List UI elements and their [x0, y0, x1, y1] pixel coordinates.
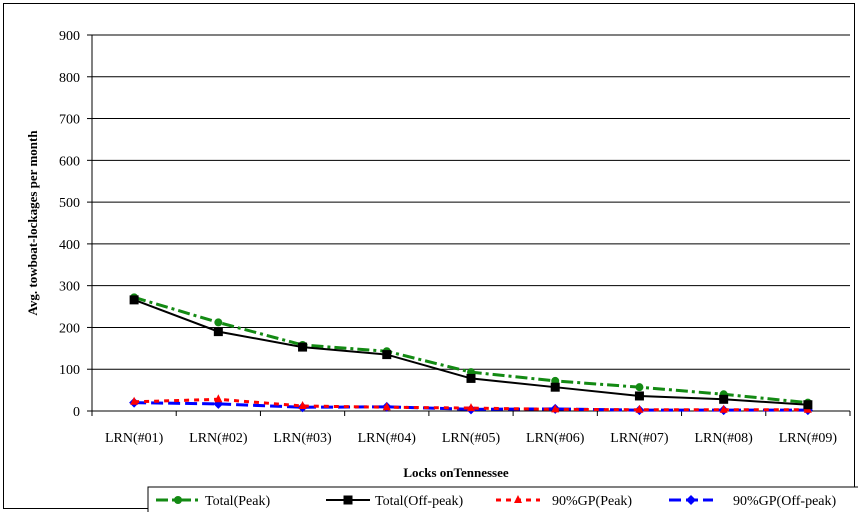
y-tick-label: 500 — [59, 196, 80, 211]
legend: Total(Peak) Total(Off-peak) 90%GP(Peak) 90%… — [147, 486, 858, 512]
y-tick-label: 100 — [59, 363, 80, 378]
series-group — [129, 293, 813, 416]
y-tick-label: 0 — [73, 405, 80, 420]
data-point — [298, 400, 307, 409]
x-tick-label: LRN(#01) — [105, 431, 164, 446]
x-tick-label: LRN(#06) — [526, 431, 585, 446]
y-tick-label: 700 — [59, 113, 80, 128]
data-point — [635, 383, 644, 392]
y-tick-label: 300 — [59, 280, 80, 295]
data-point — [130, 396, 139, 405]
data-point — [214, 394, 223, 403]
x-tick-label: LRN(#07) — [610, 431, 669, 446]
series-total-off-peak- — [129, 295, 813, 410]
legend-label: Total(Off-peak) — [375, 494, 464, 509]
x-tick-label: LRN(#08) — [695, 431, 754, 446]
data-point — [551, 404, 560, 413]
series-line — [134, 397, 808, 412]
legend-swatch-marker — [686, 495, 696, 505]
legend-swatch-marker — [343, 495, 353, 505]
data-point — [634, 391, 644, 401]
series-line — [133, 295, 809, 405]
data-point — [803, 400, 813, 410]
legend-box — [147, 486, 858, 512]
data-point — [298, 342, 308, 352]
y-tick-label: 800 — [59, 71, 80, 86]
legend-swatch-marker — [514, 495, 522, 503]
gridlines — [87, 34, 850, 412]
y-tick-label: 600 — [59, 154, 80, 169]
x-tick-label: LRN(#02) — [189, 431, 248, 446]
x-tick-label: LRN(#04) — [358, 431, 417, 446]
legend-label: 90%GP(Off-peak) — [733, 494, 836, 509]
data-point — [382, 350, 392, 360]
x-axis-title: Locks onTennessee — [403, 465, 509, 480]
y-tick-labels: 0 100 200 300 400 500 600 700 800 900 — [59, 29, 80, 420]
data-point — [382, 402, 391, 411]
chart-frame — [3, 3, 855, 509]
series-90-gp-peak- — [130, 394, 812, 413]
y-tick-label: 900 — [59, 29, 80, 44]
x-tick-labels: LRN(#01) LRN(#02) LRN(#03) LRN(#04) LRN(#05)… — [91, 411, 851, 446]
legend-label: Total(Peak) — [205, 494, 270, 509]
data-point — [719, 394, 729, 404]
data-point — [719, 404, 728, 413]
data-point — [467, 403, 475, 412]
y-tick-label: 400 — [59, 238, 80, 253]
legend-label: 90%GP(Peak) — [552, 494, 632, 509]
series-line — [133, 298, 808, 406]
x-tick-label: LRN(#05) — [442, 431, 501, 446]
y-axis-title: Avg. towboat-lockages per month — [25, 130, 40, 316]
data-point — [550, 382, 560, 392]
data-point — [213, 327, 223, 337]
y-tick-label: 200 — [59, 321, 80, 336]
x-tick-label: LRN(#09) — [779, 431, 838, 446]
data-point — [466, 373, 476, 383]
data-point — [214, 318, 223, 327]
data-point — [635, 404, 644, 413]
series-total-peak- — [130, 293, 812, 407]
legend-swatch-marker — [174, 496, 182, 504]
x-tick-label: LRN(#03) — [273, 431, 332, 446]
data-point — [129, 295, 139, 305]
